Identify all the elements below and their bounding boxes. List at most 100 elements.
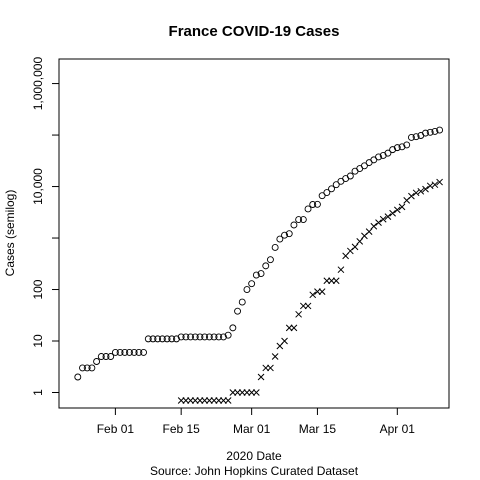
y-axis-label: Cases (semilog) xyxy=(3,190,17,277)
data-point-circle xyxy=(422,129,429,137)
data-point-circle xyxy=(266,256,274,264)
data-point-circle xyxy=(431,127,439,135)
data-point-circle xyxy=(196,333,204,341)
x-tick-label: Apr 01 xyxy=(380,422,416,436)
y-tick-label: 10,000 xyxy=(31,168,45,205)
data-point-cross xyxy=(304,302,312,310)
data-point-circle xyxy=(248,280,256,288)
data-point-circle xyxy=(290,221,298,229)
data-point-cross xyxy=(318,288,326,295)
data-point-circle xyxy=(346,172,354,180)
data-point-circle xyxy=(281,231,288,239)
data-point-circle xyxy=(257,270,265,278)
data-point-circle xyxy=(271,244,279,251)
data-point-circle xyxy=(313,200,321,208)
data-point-circle xyxy=(389,146,397,154)
data-point-circle xyxy=(130,348,138,356)
data-point-circle xyxy=(102,353,110,360)
data-point-circle xyxy=(215,333,223,341)
data-point-cross xyxy=(332,277,340,285)
data-point-circle xyxy=(121,348,129,356)
data-point-circle xyxy=(97,353,105,360)
data-point-cross xyxy=(281,337,288,345)
plot-frame xyxy=(58,58,450,409)
data-point-circle xyxy=(220,333,227,341)
data-point-cross xyxy=(422,185,429,193)
data-point-circle xyxy=(238,298,246,306)
data-point-circle xyxy=(111,348,119,356)
data-point-circle xyxy=(205,333,213,341)
data-point-cross xyxy=(398,203,406,211)
data-point-circle xyxy=(360,162,368,170)
data-point-cross xyxy=(271,353,279,360)
data-point-circle xyxy=(187,333,195,341)
data-point-cross xyxy=(267,364,274,372)
data-point-cross xyxy=(290,324,298,332)
data-point-cross xyxy=(412,189,420,197)
data-point-circle xyxy=(173,335,180,343)
data-point-circle xyxy=(407,133,415,141)
data-point-circle xyxy=(107,353,115,360)
x-axis: Feb 01 Feb 15 Mar 01 Mar 15 Apr 01 xyxy=(97,408,416,436)
data-point-cross xyxy=(393,206,401,214)
data-point-cross xyxy=(379,215,387,223)
x-tick-label: Feb 15 xyxy=(162,422,200,436)
data-point-cross xyxy=(257,373,265,381)
chart-title: France COVID-19 Cases xyxy=(169,23,340,40)
y-tick-label: 100 xyxy=(31,279,45,299)
data-point-cross xyxy=(375,219,382,226)
data-point-circle xyxy=(403,141,411,149)
data-point-circle xyxy=(276,235,284,243)
data-point-circle xyxy=(398,143,406,151)
data-point-circle xyxy=(384,149,392,157)
data-point-circle xyxy=(229,324,237,332)
data-point-circle xyxy=(285,230,293,238)
data-point-circle xyxy=(299,216,307,223)
data-point-circle xyxy=(323,189,331,196)
data-points xyxy=(74,126,444,404)
data-point-cross xyxy=(431,181,439,189)
y-tick-label: 1,000,000 xyxy=(31,57,45,111)
data-point-cross xyxy=(370,222,378,230)
y-tick-label: 1 xyxy=(31,389,45,396)
chart-caption: Source: John Hopkins Curated Dataset xyxy=(150,464,359,478)
data-point-circle xyxy=(426,128,434,136)
data-point-cross xyxy=(384,213,392,220)
data-point-circle xyxy=(182,333,190,341)
data-point-cross xyxy=(309,291,317,299)
data-point-circle xyxy=(295,216,303,223)
data-point-cross xyxy=(224,397,232,404)
x-tick-label: Feb 01 xyxy=(97,422,135,436)
data-point-cross xyxy=(337,266,345,274)
data-point-cross xyxy=(351,243,359,251)
data-point-circle xyxy=(234,307,242,315)
data-point-circle xyxy=(412,133,420,141)
y-tick-label: 10 xyxy=(31,334,45,348)
data-point-circle xyxy=(116,348,124,356)
data-point-circle xyxy=(304,205,312,213)
data-point-circle xyxy=(135,348,143,356)
data-point-circle xyxy=(191,333,199,341)
data-point-circle xyxy=(201,333,209,341)
data-point-circle xyxy=(309,201,317,208)
data-point-circle xyxy=(158,335,166,343)
data-point-circle xyxy=(154,335,162,343)
data-point-circle xyxy=(243,286,251,293)
data-point-circle xyxy=(224,331,232,339)
data-point-circle xyxy=(177,333,185,341)
data-point-cross xyxy=(417,187,425,195)
data-point-circle xyxy=(126,348,133,356)
data-point-circle xyxy=(328,185,335,193)
data-point-cross xyxy=(389,209,396,217)
data-point-circle xyxy=(332,181,340,189)
data-point-circle xyxy=(210,333,218,341)
data-point-circle xyxy=(140,348,148,356)
data-point-cross xyxy=(356,238,364,245)
data-point-circle xyxy=(262,262,270,270)
data-point-circle xyxy=(163,335,171,343)
data-point-circle xyxy=(436,126,444,134)
y-axis: 1 10 100 10,000 1,000,000 xyxy=(31,57,59,396)
data-point-circle xyxy=(88,364,96,372)
data-point-circle xyxy=(375,153,382,161)
